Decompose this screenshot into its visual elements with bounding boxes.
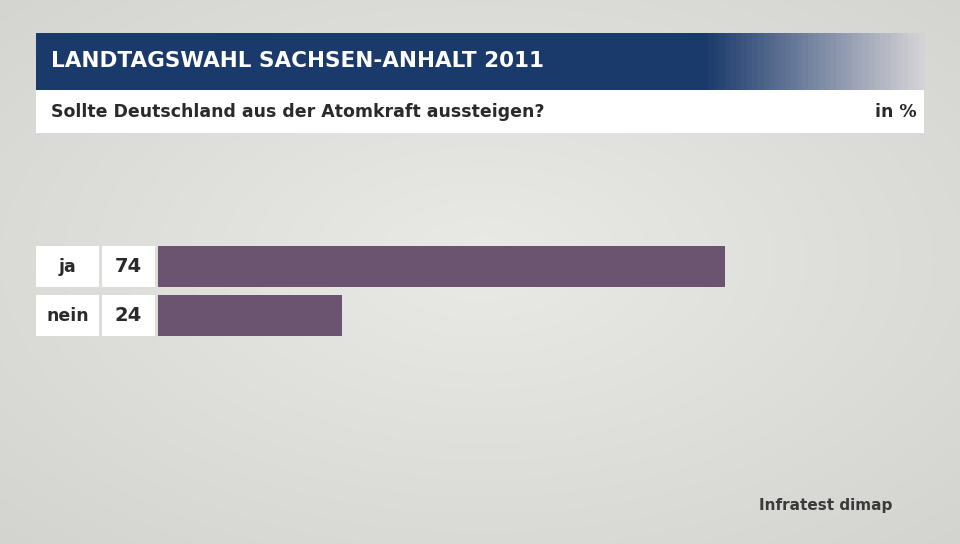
Bar bbox=[763, 33, 770, 90]
Bar bbox=[902, 33, 909, 90]
Bar bbox=[36, 246, 99, 287]
Bar bbox=[753, 33, 759, 90]
Text: in %: in % bbox=[876, 102, 917, 121]
Bar bbox=[841, 33, 848, 90]
Bar bbox=[102, 246, 155, 287]
Bar bbox=[758, 33, 764, 90]
Text: ja: ja bbox=[59, 257, 77, 276]
Bar bbox=[735, 33, 742, 90]
Bar bbox=[775, 33, 781, 90]
Bar bbox=[858, 33, 864, 90]
Bar bbox=[913, 33, 920, 90]
Bar bbox=[869, 33, 876, 90]
Bar bbox=[36, 33, 703, 90]
Bar bbox=[719, 33, 726, 90]
Bar bbox=[713, 33, 720, 90]
Text: LANDTAGSWAHL SACHSEN-ANHALT 2011: LANDTAGSWAHL SACHSEN-ANHALT 2011 bbox=[51, 51, 544, 71]
Bar bbox=[825, 33, 831, 90]
Bar bbox=[863, 33, 870, 90]
Bar bbox=[36, 295, 99, 336]
Bar bbox=[780, 33, 786, 90]
Bar bbox=[819, 33, 826, 90]
Bar bbox=[803, 33, 809, 90]
Bar bbox=[852, 33, 859, 90]
Bar bbox=[703, 33, 709, 90]
Text: 74: 74 bbox=[114, 257, 142, 276]
Bar bbox=[897, 33, 903, 90]
Bar bbox=[875, 33, 881, 90]
Bar bbox=[791, 33, 798, 90]
Text: nein: nein bbox=[46, 306, 89, 325]
Bar bbox=[886, 33, 892, 90]
Bar bbox=[747, 33, 754, 90]
Bar bbox=[880, 33, 887, 90]
Bar bbox=[847, 33, 853, 90]
Bar bbox=[158, 246, 725, 287]
Text: Infratest dimap: Infratest dimap bbox=[759, 498, 893, 514]
Bar bbox=[830, 33, 837, 90]
Bar bbox=[725, 33, 732, 90]
Bar bbox=[891, 33, 898, 90]
Bar bbox=[813, 33, 820, 90]
Bar bbox=[36, 90, 924, 133]
Bar bbox=[769, 33, 776, 90]
Text: Sollte Deutschland aus der Atomkraft aussteigen?: Sollte Deutschland aus der Atomkraft aus… bbox=[51, 102, 544, 121]
Text: 24: 24 bbox=[114, 306, 142, 325]
Bar bbox=[741, 33, 748, 90]
Bar bbox=[158, 295, 342, 336]
Bar bbox=[919, 33, 925, 90]
Bar bbox=[785, 33, 792, 90]
Bar bbox=[731, 33, 736, 90]
Bar bbox=[836, 33, 842, 90]
Bar bbox=[102, 295, 155, 336]
Bar bbox=[797, 33, 804, 90]
Bar bbox=[708, 33, 714, 90]
Bar bbox=[808, 33, 814, 90]
Bar bbox=[908, 33, 914, 90]
